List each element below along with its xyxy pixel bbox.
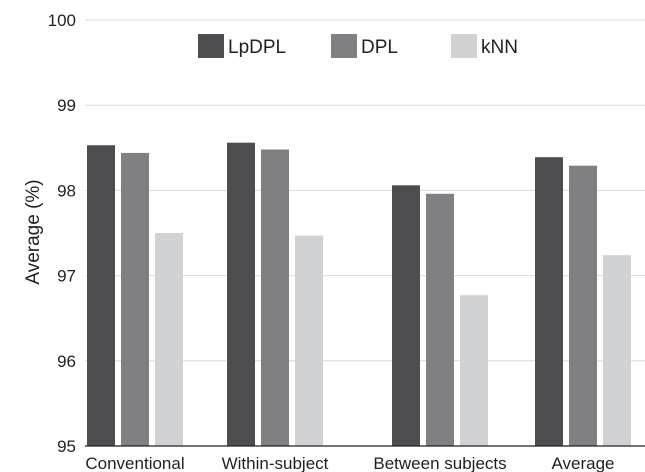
bars bbox=[87, 142, 631, 447]
bar-dpl-2 bbox=[426, 193, 454, 446]
y-tick-label: 96 bbox=[57, 352, 76, 371]
bar-knn-2 bbox=[460, 295, 488, 446]
x-axis-ticks: Conventional Within-subject Between subjec… bbox=[85, 454, 614, 472]
bar-dpl-0 bbox=[121, 152, 149, 447]
bar-lpdpl-1 bbox=[227, 142, 255, 447]
y-tick-label: 99 bbox=[57, 96, 76, 115]
y-axis-ticks: 95 96 97 98 99 100 bbox=[48, 11, 76, 456]
y-tick-label: 95 bbox=[57, 437, 76, 456]
bar-dpl-3 bbox=[569, 165, 597, 446]
bar-knn-0 bbox=[155, 233, 183, 446]
x-tick-label: Average bbox=[551, 454, 614, 472]
bar-dpl-1 bbox=[261, 149, 289, 446]
legend-label-knn: kNN bbox=[481, 37, 518, 58]
x-tick-label: Within-subject bbox=[222, 454, 329, 472]
legend-swatch-knn bbox=[451, 34, 477, 58]
y-tick-label: 97 bbox=[57, 267, 76, 286]
y-tick-label: 100 bbox=[48, 11, 76, 30]
x-tick-label: Conventional bbox=[85, 454, 184, 472]
y-tick-label: 98 bbox=[57, 181, 76, 200]
bar-lpdpl-3 bbox=[535, 157, 563, 446]
legend-swatch-dpl bbox=[331, 34, 357, 58]
legend-swatch-lpdpl bbox=[198, 34, 224, 58]
bar-knn-3 bbox=[603, 255, 631, 446]
y-axis-title: Average (%) bbox=[23, 179, 44, 284]
legend: LpDPL DPL kNN bbox=[198, 34, 518, 58]
bar-knn-1 bbox=[295, 235, 323, 446]
bar-lpdpl-2 bbox=[392, 185, 420, 446]
legend-label-dpl: DPL bbox=[361, 37, 398, 58]
x-tick-label: Between subjects bbox=[373, 454, 506, 472]
legend-label-lpdpl: LpDPL bbox=[228, 37, 286, 58]
bar-lpdpl-0 bbox=[87, 145, 115, 446]
